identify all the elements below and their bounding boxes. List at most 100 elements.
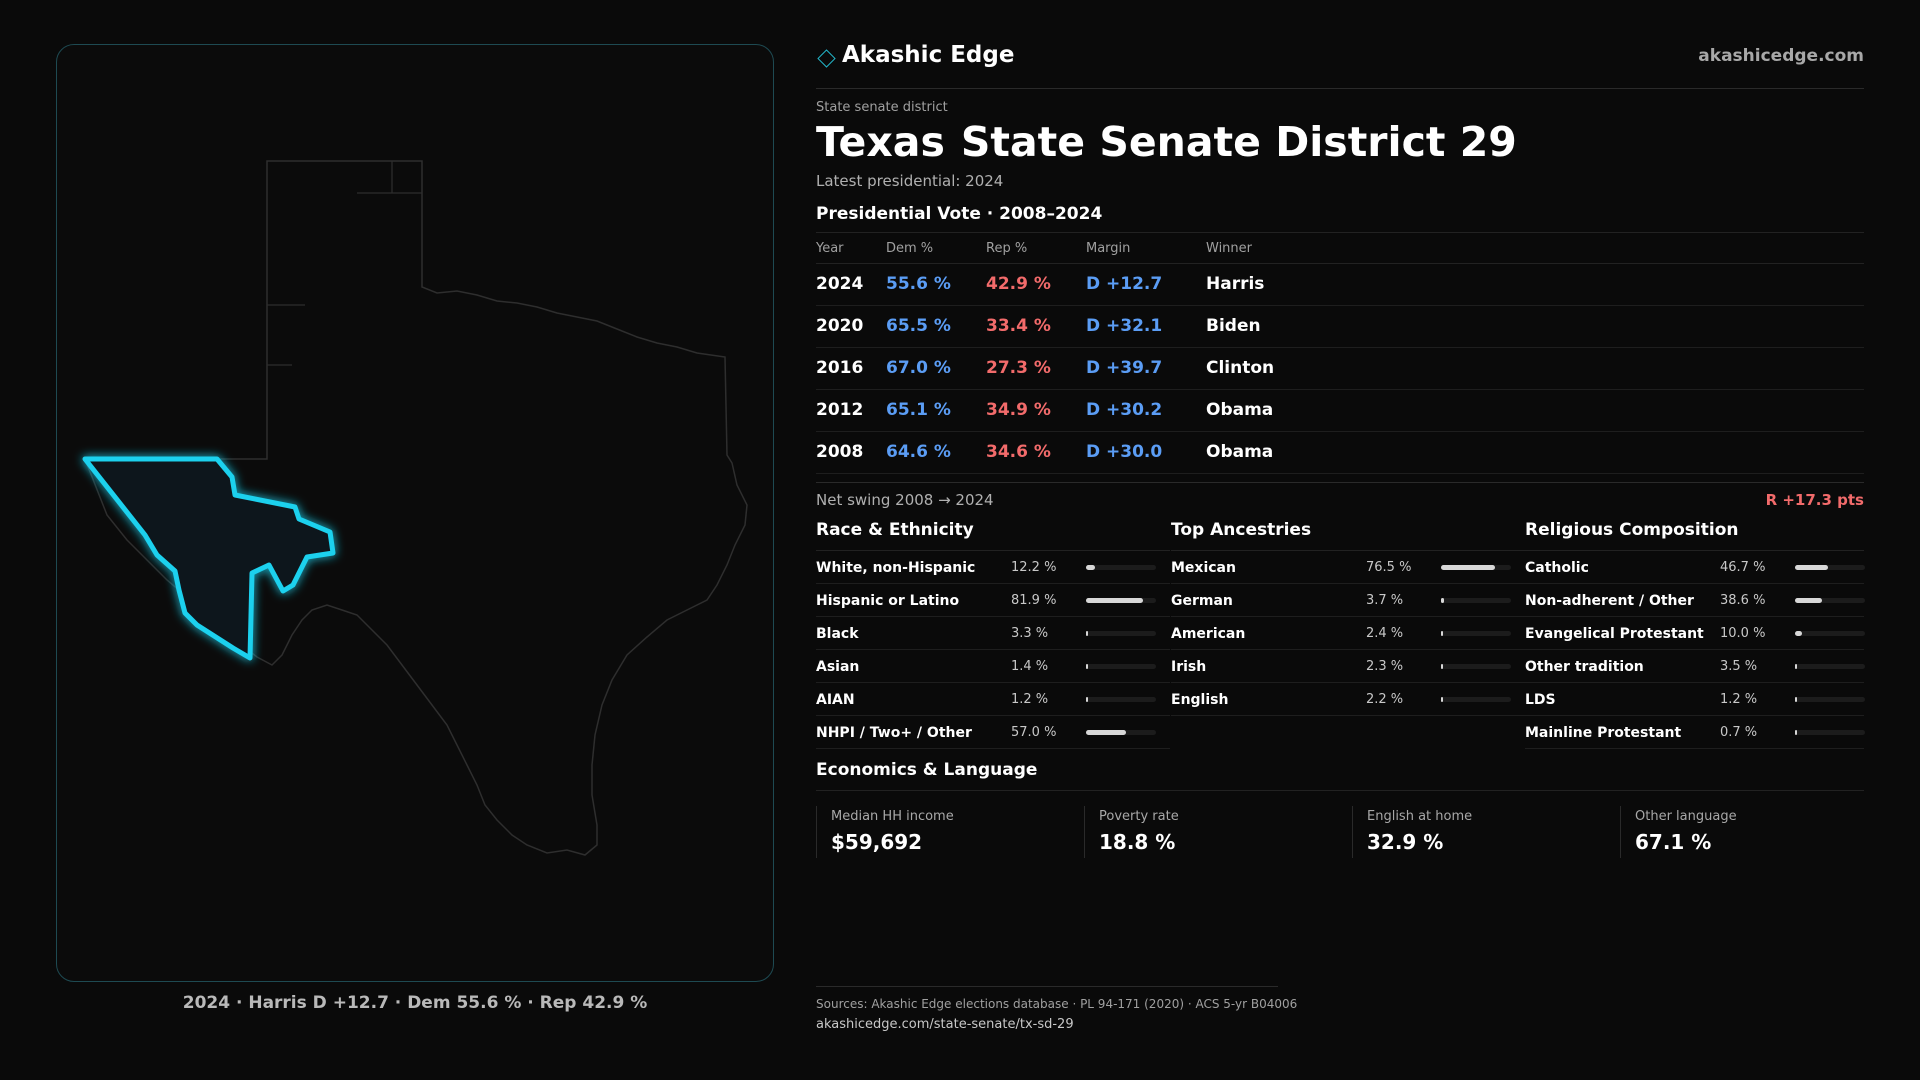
share-bar [1795,631,1865,636]
item-name: Mexican [1171,560,1236,576]
brand-url-link[interactable]: akashicedge.com [1698,46,1864,66]
table-row: 2020 65.5 % 33.4 % D +32.1 Biden [816,306,1864,348]
share-bar-fill [1795,664,1798,669]
share-bar-fill [1086,730,1126,735]
item-name: AIAN [816,692,855,708]
item-pct: 46.7 % [1720,560,1766,575]
list-item: English 2.2 % [1171,683,1525,716]
share-bar-fill [1086,664,1088,669]
map-caption: 2024 · Harris D +12.7 · Dem 55.6 % · Rep… [182,993,648,1013]
ancestries-section: Top Ancestries Mexican 76.5 % German 3.7 %… [1171,520,1525,716]
diamond-logo-icon [817,49,836,68]
stat-label: English at home [1367,809,1473,824]
presidential-vote-table: Year Dem % Rep % Margin Winner 2024 55.6… [816,232,1864,474]
stat-label: Other language [1635,809,1737,824]
stat-other-language: Other language 67.1 % [1620,806,1861,858]
list-item: Non-adherent / Other 38.6 % [1525,584,1865,617]
table-row: 2012 65.1 % 34.9 % D +30.2 Obama [816,390,1864,432]
latest-presidential: Latest presidential: 2024 [816,172,1004,190]
list-item: Irish 2.3 % [1171,650,1525,683]
item-name: Asian [816,659,860,675]
list-item: White, non-Hispanic 12.2 % [816,551,1170,584]
margin: D +30.0 [1086,442,1163,462]
stat-label: Poverty rate [1099,809,1179,824]
item-name: Mainline Protestant [1525,725,1682,741]
item-pct: 2.3 % [1366,659,1404,674]
item-pct: 1.2 % [1011,692,1049,707]
texas-map [82,160,748,856]
share-bar [1086,664,1156,669]
share-bar [1795,730,1865,735]
race-ethnicity-title: Race & Ethnicity [816,520,1170,551]
share-bar-fill [1795,598,1823,603]
share-bar [1795,565,1865,570]
rep-pct: 34.6 % [986,442,1051,462]
item-pct: 38.6 % [1720,593,1766,608]
rep-pct: 34.9 % [986,400,1051,420]
header-year: Year [816,241,844,256]
dem-pct: 64.6 % [886,442,951,462]
map-panel [56,44,774,982]
item-name: English [1171,692,1229,708]
stat-value: 67.1 % [1635,830,1712,854]
share-bar [1795,598,1865,603]
share-bar-fill [1086,565,1095,570]
net-swing-value: R +17.3 pts [1765,491,1864,509]
dem-pct: 67.0 % [886,358,951,378]
religion-title: Religious Composition [1525,520,1864,551]
net-swing-label: Net swing 2008 → 2024 [816,491,994,509]
table-row: 2016 67.0 % 27.3 % D +39.7 Clinton [816,348,1864,390]
item-pct: 12.2 % [1011,560,1057,575]
stat-label: Median HH income [831,809,954,824]
share-bar [1086,598,1156,603]
item-pct: 2.4 % [1366,626,1404,641]
list-item: NHPI / Two+ / Other 57.0 % [816,716,1170,749]
margin: D +32.1 [1086,316,1163,336]
dem-pct: 65.5 % [886,316,951,336]
year: 2020 [816,316,864,336]
county-lines [267,161,422,366]
rep-pct: 27.3 % [986,358,1051,378]
item-name: American [1171,626,1246,642]
list-item: German 3.7 % [1171,584,1525,617]
share-bar [1795,664,1865,669]
share-bar [1441,697,1511,702]
item-pct: 1.4 % [1011,659,1049,674]
share-bar-fill [1441,697,1443,702]
share-bar [1086,697,1156,702]
item-pct: 10.0 % [1720,626,1766,641]
winner: Obama [1206,442,1274,462]
share-bar-fill [1795,565,1828,570]
share-bar-fill [1795,631,1802,636]
stat-value: 32.9 % [1367,830,1444,854]
share-bar-fill [1795,697,1797,702]
margin: D +39.7 [1086,358,1163,378]
district-kind: State senate district [816,100,948,115]
district-name: State Senate District 29 [960,118,1517,166]
dem-pct: 65.1 % [886,400,951,420]
table-row: 2008 64.6 % 34.6 % D +30.0 Obama [816,432,1864,474]
year: 2024 [816,274,864,294]
share-bar-fill [1441,598,1444,603]
net-swing: Net swing 2008 → 2024 R +17.3 pts [816,482,1864,517]
item-pct: 81.9 % [1011,593,1057,608]
share-bar [1441,598,1511,603]
share-bar [1086,565,1156,570]
state-name: Texas [816,118,945,166]
stat-median-income: Median HH income $59,692 [816,806,1057,858]
year: 2008 [816,442,864,462]
item-pct: 3.3 % [1011,626,1049,641]
item-pct: 57.0 % [1011,725,1057,740]
list-item: Black 3.3 % [816,617,1170,650]
economics-title: Economics & Language [816,760,1864,791]
share-bar-fill [1086,631,1089,636]
share-bar [1086,730,1156,735]
header-rep: Rep % [986,241,1028,256]
item-pct: 1.2 % [1720,692,1758,707]
margin: D +12.7 [1086,274,1163,294]
list-item: Catholic 46.7 % [1525,551,1865,584]
item-name: NHPI / Two+ / Other [816,725,972,741]
source-url-link[interactable]: akashicedge.com/state-senate/tx-sd-29 [816,1017,1074,1032]
share-bar-fill [1086,598,1144,603]
presidential-vote-title: Presidential Vote · 2008–2024 [816,204,1103,224]
